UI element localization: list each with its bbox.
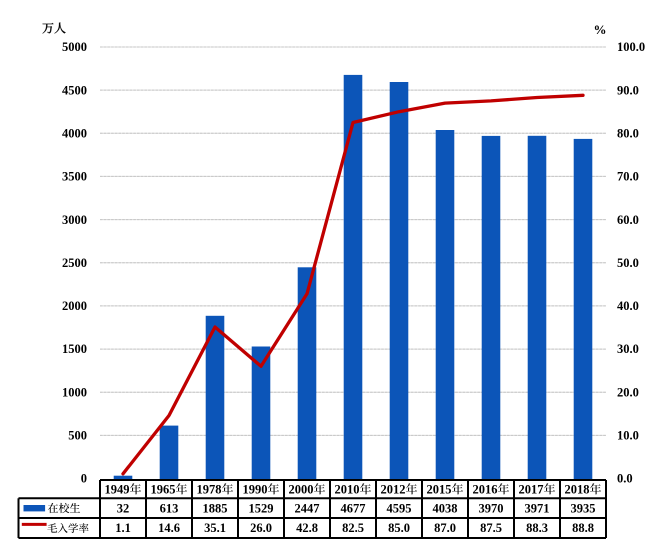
svg-text:4000: 4000 — [62, 127, 87, 141]
svg-text:1529: 1529 — [249, 501, 274, 515]
svg-text:1965: 1965 — [151, 483, 176, 497]
svg-text:90.0: 90.0 — [617, 83, 639, 97]
svg-text:2000: 2000 — [62, 299, 87, 313]
svg-text:1990: 1990 — [243, 483, 268, 497]
svg-text:3500: 3500 — [62, 170, 87, 184]
svg-text:3970: 3970 — [479, 501, 504, 515]
svg-text:613: 613 — [160, 501, 179, 515]
svg-text:%: % — [594, 22, 607, 37]
svg-text:10.0: 10.0 — [617, 429, 639, 443]
svg-text:3000: 3000 — [62, 213, 87, 227]
svg-text:87.0: 87.0 — [434, 521, 456, 535]
svg-text:3971: 3971 — [525, 501, 550, 515]
svg-text:1885: 1885 — [203, 501, 228, 515]
svg-text:0.0: 0.0 — [617, 472, 633, 486]
svg-text:30.0: 30.0 — [617, 342, 639, 356]
svg-text:500: 500 — [68, 429, 87, 443]
svg-text:88.3: 88.3 — [526, 521, 548, 535]
svg-text:1.1: 1.1 — [115, 521, 131, 535]
svg-text:5000: 5000 — [62, 40, 87, 54]
svg-text:35.1: 35.1 — [204, 521, 226, 535]
svg-text:42.8: 42.8 — [296, 521, 318, 535]
svg-text:70.0: 70.0 — [617, 170, 639, 184]
svg-text:2016: 2016 — [473, 483, 498, 497]
svg-text:0: 0 — [81, 472, 87, 486]
svg-text:4595: 4595 — [387, 501, 412, 515]
svg-text:4677: 4677 — [341, 501, 366, 515]
svg-text:32: 32 — [117, 501, 130, 515]
svg-text:85.0: 85.0 — [388, 521, 410, 535]
svg-text:100.0: 100.0 — [617, 40, 645, 54]
svg-text:87.5: 87.5 — [480, 521, 502, 535]
svg-text:1000: 1000 — [62, 385, 87, 399]
svg-text:88.8: 88.8 — [572, 521, 594, 535]
svg-text:80.0: 80.0 — [617, 127, 639, 141]
svg-text:1978: 1978 — [197, 483, 222, 497]
svg-text:2010: 2010 — [335, 483, 360, 497]
svg-text:20.0: 20.0 — [617, 385, 639, 399]
svg-text:26.0: 26.0 — [250, 521, 272, 535]
svg-text:1949: 1949 — [105, 483, 130, 497]
svg-text:2447: 2447 — [295, 501, 320, 515]
svg-text:4500: 4500 — [62, 83, 87, 97]
svg-text:14.6: 14.6 — [158, 521, 180, 535]
svg-text:2018: 2018 — [565, 483, 590, 497]
svg-text:2500: 2500 — [62, 256, 87, 270]
svg-text:1500: 1500 — [62, 342, 87, 356]
svg-text:2012: 2012 — [381, 483, 406, 497]
svg-text:40.0: 40.0 — [617, 299, 639, 313]
svg-text:50.0: 50.0 — [617, 256, 639, 270]
svg-text:4038: 4038 — [433, 501, 458, 515]
svg-text:82.5: 82.5 — [342, 521, 364, 535]
svg-text:3935: 3935 — [571, 501, 596, 515]
svg-text:2017: 2017 — [519, 483, 544, 497]
svg-text:2000: 2000 — [289, 483, 314, 497]
svg-text:60.0: 60.0 — [617, 213, 639, 227]
svg-text:2015: 2015 — [427, 483, 452, 497]
